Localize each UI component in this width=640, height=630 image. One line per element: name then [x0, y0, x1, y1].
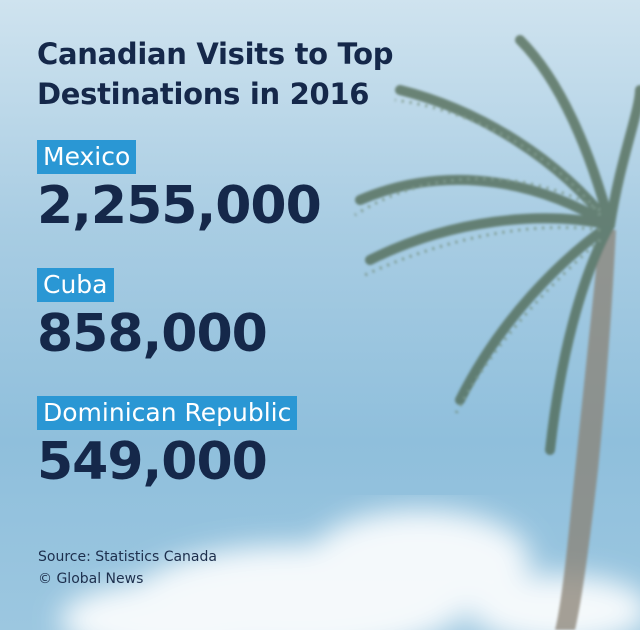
item-list: Mexico 2,255,000 Cuba 858,000 Dominican Repu…: [37, 140, 437, 494]
destination: Dominican Republic 549,000: [37, 396, 437, 494]
visit-count: 2,255,000: [37, 176, 322, 236]
destination: Cuba 858,000: [37, 268, 437, 366]
source: Source: Statistics Canada: [38, 549, 217, 565]
destination-label: Mexico: [37, 140, 137, 174]
destination-label: Cuba: [37, 268, 114, 302]
label-row: Cuba: [37, 268, 437, 302]
credit: © Global News: [38, 571, 144, 587]
visit-count: 549,000: [37, 432, 268, 492]
label-row: Dominican Republic: [37, 396, 437, 430]
title: Canadian Visits to Top Destinations in 2…: [37, 37, 394, 111]
visit-count: 858,000: [37, 304, 268, 364]
label-row: Mexico: [37, 140, 437, 174]
destination-label: Dominican Republic: [37, 396, 298, 430]
content: Canadian Visits to Top Destinations in 2…: [37, 34, 437, 494]
destination: Mexico 2,255,000: [37, 140, 437, 238]
